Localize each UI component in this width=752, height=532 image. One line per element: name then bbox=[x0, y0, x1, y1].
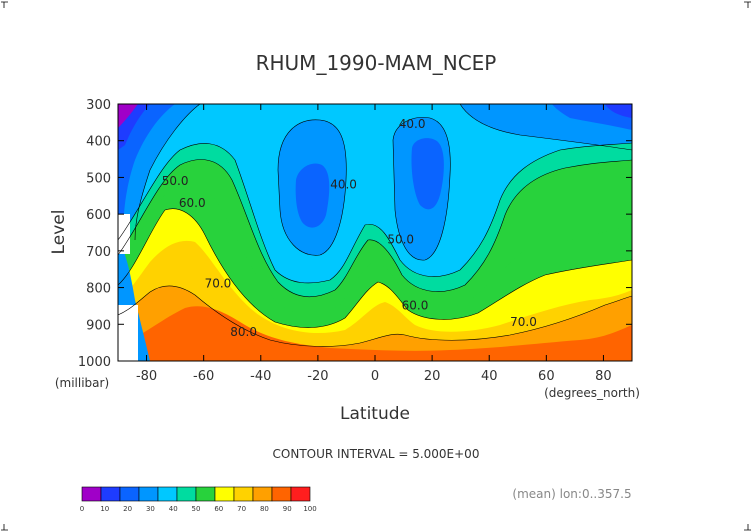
x-tick-label: 80 bbox=[595, 369, 612, 384]
contour-label: 40.0 bbox=[399, 117, 426, 131]
x-tick-label: -20 bbox=[307, 369, 328, 384]
colorbar-label: 60 bbox=[214, 505, 223, 513]
colorbar: 0 10 20 30 40 50 60 70 80 90 100 bbox=[80, 486, 317, 513]
contour-label: 60.0 bbox=[179, 196, 206, 210]
y-tick-label: 400 bbox=[86, 135, 111, 150]
colorbar-label: 10 bbox=[100, 505, 109, 513]
colorbar-swatch bbox=[157, 486, 178, 502]
x-tick-label: 20 bbox=[424, 369, 441, 384]
contour-label: 50.0 bbox=[387, 233, 414, 247]
contour-label: 40.0 bbox=[330, 177, 357, 191]
colorbar-swatch bbox=[290, 486, 311, 502]
contour-interval-text: CONTOUR INTERVAL = 5.000E+00 bbox=[273, 447, 480, 461]
colorbar-label: 90 bbox=[283, 505, 292, 513]
colorbar-label: 30 bbox=[146, 505, 155, 513]
band-10-20-topright bbox=[605, 104, 632, 118]
y-tick-label: 900 bbox=[86, 318, 111, 333]
x-axis-unit: (degrees_north) bbox=[544, 386, 640, 400]
contour-label: 80.0 bbox=[230, 325, 257, 339]
colorbar-swatch bbox=[195, 486, 216, 502]
x-tick-label: -40 bbox=[250, 369, 271, 384]
colorbar-swatch bbox=[100, 486, 121, 502]
colorbar-label: 50 bbox=[192, 505, 201, 513]
contour-field bbox=[118, 104, 632, 361]
mean-annotation: (mean) lon:0..357.5 bbox=[512, 487, 631, 501]
colorbar-label: 0 bbox=[80, 505, 84, 513]
colorbar-swatch bbox=[252, 486, 273, 502]
colorbar-swatch bbox=[214, 486, 235, 502]
dry-cell-north-inner bbox=[411, 138, 444, 210]
band-purple bbox=[118, 104, 138, 128]
x-tick-label: 60 bbox=[538, 369, 555, 384]
y-axis-unit: (millibar) bbox=[55, 376, 109, 390]
colorbar-label: 70 bbox=[237, 505, 246, 513]
missing-data-left2 bbox=[118, 305, 138, 361]
colorbar-label: 80 bbox=[260, 505, 269, 513]
band-10-20-topleft bbox=[118, 104, 175, 214]
missing-data-left bbox=[118, 214, 130, 254]
x-tick-label: -80 bbox=[136, 369, 157, 384]
axes: -80 -60 -40 -20 0 20 40 60 80 300 400 500 600 700 800 9… bbox=[78, 98, 632, 384]
y-tick-label: 800 bbox=[86, 282, 111, 297]
y-tick-label: 600 bbox=[86, 208, 111, 223]
y-axis-label: Level bbox=[49, 210, 69, 255]
contour-label: 60.0 bbox=[402, 299, 429, 313]
colorbar-label: 20 bbox=[123, 505, 132, 513]
chart-title: RHUM_1990-MAM_NCEP bbox=[256, 51, 497, 75]
x-axis-label: Latitude bbox=[340, 404, 410, 424]
colorbar-swatch bbox=[233, 486, 254, 502]
y-tick-label: 500 bbox=[86, 171, 111, 186]
colorbar-label: 40 bbox=[169, 505, 178, 513]
colorbar-label: 100 bbox=[303, 505, 316, 513]
y-tick-label: 700 bbox=[86, 245, 111, 260]
x-tick-label: 40 bbox=[481, 369, 498, 384]
contour-lines bbox=[118, 104, 632, 347]
colorbar-swatch bbox=[138, 486, 159, 502]
contour-labels: 40.0 40.0 50.0 60.0 50.0 70.0 60.0 70.0 80.0 bbox=[162, 117, 537, 339]
x-tick-label: -60 bbox=[193, 369, 214, 384]
x-tick-label: 0 bbox=[371, 369, 379, 384]
dry-cell-south-inner bbox=[295, 163, 330, 228]
colorbar-swatch bbox=[176, 486, 197, 502]
colorbar-swatch bbox=[81, 486, 102, 502]
colorbar-swatch bbox=[271, 486, 292, 502]
band-80-85 bbox=[118, 306, 632, 361]
contour-label: 70.0 bbox=[205, 277, 232, 291]
y-tick-label: 300 bbox=[86, 98, 111, 113]
y-tick-label: 1000 bbox=[78, 355, 111, 370]
contour-label: 50.0 bbox=[162, 174, 189, 188]
contour-label: 70.0 bbox=[510, 315, 537, 329]
colorbar-swatch bbox=[119, 486, 140, 502]
